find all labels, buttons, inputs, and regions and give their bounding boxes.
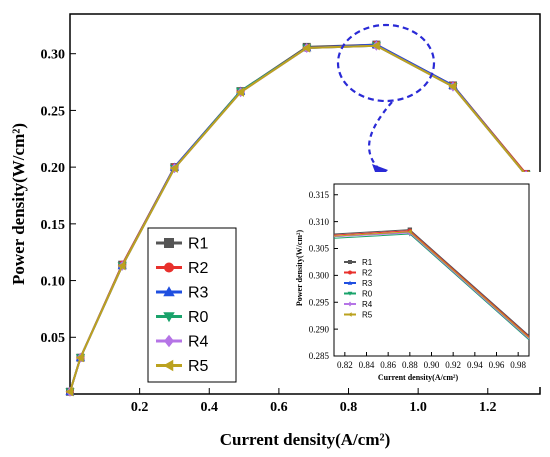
inset-legend-label: R0 bbox=[362, 289, 373, 298]
main-legend-item-R4: R4 bbox=[156, 334, 209, 351]
inset-x-tick-label: 0.92 bbox=[445, 360, 461, 370]
inset-y-tick-label: 0.285 bbox=[309, 351, 330, 361]
main-y-tick-label: 0.20 bbox=[41, 161, 66, 176]
inset-y-axis-title: Power density(W/cm²) bbox=[295, 230, 304, 307]
main-y-tick-label: 0.10 bbox=[41, 274, 66, 289]
inset-point-R5 bbox=[407, 229, 412, 235]
main-legend-marker bbox=[163, 286, 175, 297]
inset-legend-marker bbox=[348, 301, 352, 307]
inset-legend-marker bbox=[347, 280, 353, 285]
inset-y-axis: 0.285 0.290 0.295 0.300 0.305 0.310 0.315 bbox=[309, 190, 338, 361]
main-legend-label: R1 bbox=[188, 236, 209, 253]
inset-x-tick-label: 0.98 bbox=[510, 360, 526, 370]
main-legend-item-R5: R5 bbox=[156, 358, 209, 375]
inset-legend-label: R4 bbox=[362, 300, 373, 309]
inset-legend-marker bbox=[347, 312, 352, 317]
inset-chart: 0.285 0.290 0.295 0.300 0.305 0.310 0.315 0.82… bbox=[290, 172, 545, 387]
main-y-tick-label: 0.30 bbox=[41, 48, 66, 63]
main-legend-item-R0: R0 bbox=[156, 309, 209, 326]
main-point-R5 bbox=[448, 81, 457, 92]
main-x-tick-label: 0.4 bbox=[201, 400, 219, 415]
main-y-tick-label: 0.25 bbox=[41, 104, 66, 119]
main-chart: 0.05 0.10 0.15 0.20 0.25 0.30 0.2 0.4 0.6 0.8 1.0… bbox=[9, 13, 541, 449]
inset-legend-marker bbox=[348, 270, 352, 275]
zoom-annotation bbox=[336, 23, 436, 180]
inset-y-tick-label: 0.300 bbox=[309, 271, 330, 281]
main-legend-marker bbox=[163, 312, 175, 323]
zoom-dashed-circle bbox=[336, 23, 436, 103]
main-legend-label: R4 bbox=[188, 334, 209, 351]
main-y-axis: 0.05 0.10 0.15 0.20 0.25 0.30 bbox=[41, 48, 76, 346]
main-point-R5 bbox=[169, 163, 178, 173]
inset-x-axis: 0.82 0.84 0.86 0.88 0.90 0.92 0.94 0.96 0.98 bbox=[337, 352, 527, 370]
main-point-R5 bbox=[235, 87, 244, 97]
inset-x-tick-label: 0.94 bbox=[467, 360, 483, 370]
inset-x-tick-label: 0.96 bbox=[489, 360, 505, 370]
inset-x-tick-label: 0.82 bbox=[337, 360, 353, 370]
inset-series-R5 bbox=[333, 229, 530, 339]
inset-y-tick-label: 0.315 bbox=[309, 190, 330, 200]
main-legend-items: R1 R2 R3 R0 R4 R5 bbox=[156, 236, 209, 375]
main-legend-marker bbox=[164, 262, 174, 273]
inset-legend-item-R3: R3 bbox=[344, 279, 373, 288]
main-x-tick-label: 1.0 bbox=[409, 400, 427, 415]
inset-x-tick-label: 0.86 bbox=[380, 360, 396, 370]
main-legend-label: R2 bbox=[188, 260, 209, 277]
main-legend: R1 R2 R3 R0 R4 R5 bbox=[147, 227, 237, 383]
inset-legend-item-R2: R2 bbox=[344, 268, 373, 277]
inset-y-tick-label: 0.305 bbox=[309, 244, 330, 254]
inset-legend-item-R0: R0 bbox=[344, 289, 373, 298]
zoom-dashed-arrow bbox=[368, 101, 393, 169]
main-legend-label: R0 bbox=[188, 309, 209, 326]
main-legend-item-R3: R3 bbox=[156, 285, 209, 302]
inset-y-tick-label: 0.290 bbox=[309, 324, 330, 334]
main-legend-frame bbox=[147, 227, 237, 383]
inset-x-tick-label: 0.88 bbox=[402, 360, 418, 370]
main-legend-marker bbox=[163, 359, 174, 372]
main-legend-label: R5 bbox=[188, 358, 209, 375]
main-series-R5 bbox=[65, 41, 530, 397]
inset-legend-label: R1 bbox=[362, 258, 373, 267]
inset-legend-item-R5: R5 bbox=[344, 310, 373, 319]
main-point-R5 bbox=[65, 387, 74, 397]
inset-y-tick-label: 0.310 bbox=[309, 217, 330, 227]
inset-legend-label: R3 bbox=[362, 279, 373, 288]
main-x-tick-label: 0.6 bbox=[270, 400, 288, 415]
inset-legend-marker bbox=[348, 260, 352, 264]
inset-legend-marker bbox=[347, 291, 353, 296]
main-legend-item-R1: R1 bbox=[156, 236, 209, 253]
main-y-tick-label: 0.05 bbox=[41, 331, 66, 346]
main-legend-marker bbox=[164, 238, 174, 248]
inset-x-axis-title: Current density(A/cm²) bbox=[378, 373, 459, 382]
inset-x-tick-label: 0.90 bbox=[424, 360, 440, 370]
main-point-R5 bbox=[302, 43, 311, 53]
main-x-axis-title: Current density(A/cm²) bbox=[220, 430, 391, 449]
main-x-tick-label: 0.8 bbox=[340, 400, 358, 415]
main-legend-marker bbox=[164, 334, 174, 348]
inset-legend-label: R2 bbox=[362, 268, 373, 277]
inset-legend-label: R5 bbox=[362, 310, 373, 319]
inset-y-tick-label: 0.295 bbox=[309, 297, 330, 307]
inset-legend-item-R1: R1 bbox=[344, 258, 373, 267]
main-point-R5 bbox=[117, 261, 126, 271]
main-y-tick-label: 0.15 bbox=[41, 218, 66, 233]
main-series-group bbox=[65, 40, 531, 397]
main-point-R5 bbox=[371, 41, 380, 51]
inset-x-tick-label: 0.84 bbox=[359, 360, 375, 370]
main-legend-label: R3 bbox=[188, 285, 209, 302]
main-y-axis-title: Power density(W/cm²) bbox=[9, 123, 28, 285]
main-x-tick-label: 0.2 bbox=[131, 400, 149, 415]
inset-background bbox=[290, 172, 545, 387]
main-point-R5 bbox=[75, 353, 84, 363]
inset-series-group bbox=[333, 227, 530, 341]
inset-legend-item-R4: R4 bbox=[344, 300, 373, 309]
main-legend-item-R2: R2 bbox=[156, 260, 209, 277]
main-x-tick-label: 1.2 bbox=[479, 400, 497, 415]
main-x-axis: 0.2 0.4 0.6 0.8 1.0 1.2 bbox=[131, 388, 497, 415]
